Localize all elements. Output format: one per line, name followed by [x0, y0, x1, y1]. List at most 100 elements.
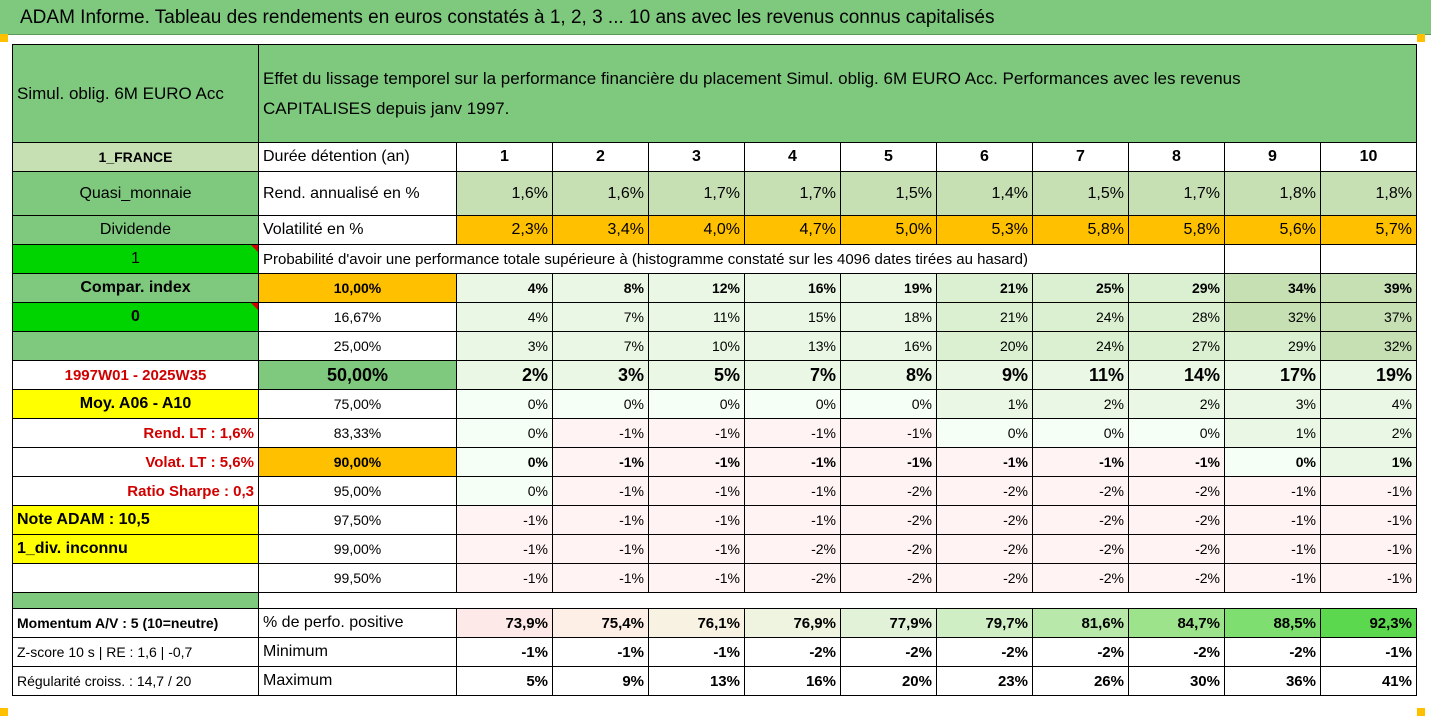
summary-value: 20% — [840, 666, 937, 696]
percentile-value: 2% — [1032, 389, 1129, 419]
percentile-value: 27% — [1128, 331, 1225, 361]
percentile-value: 5% — [648, 360, 745, 390]
percentile-value: 0% — [456, 389, 553, 419]
percentile-value: -1% — [1224, 505, 1321, 535]
table-description: Effet du lissage temporel sur la perform… — [258, 44, 1417, 143]
row-label: % de perfo. positive — [258, 608, 457, 638]
return-value: 1,7% — [1128, 171, 1225, 216]
empty-cell — [1320, 244, 1417, 274]
percentile-row: 25,00% 3% 7% 10% 13% 16% 20% 24% 27% 29% 32% — [12, 331, 1417, 361]
percentile-value: -1% — [840, 447, 937, 477]
percentile-value: 0% — [552, 389, 649, 419]
summary-value: 30% — [1128, 666, 1225, 696]
summary-value: 75,4% — [552, 608, 649, 638]
percentile-value: 2% — [456, 360, 553, 390]
percentile-value: -1% — [1320, 563, 1417, 593]
percentile-value: 16% — [840, 331, 937, 361]
percentile-value: 9% — [936, 360, 1033, 390]
percentile-value: 39% — [1320, 273, 1417, 303]
percentile-value: 0% — [1128, 418, 1225, 448]
percentile-value: -1% — [1128, 447, 1225, 477]
percentile-row: 1997W01 - 2025W35 50,00% 2% 3% 5% 7% 8% 9% 11% 14… — [12, 360, 1417, 390]
header-row: Simul. oblig. 6M EURO Acc Effet du lissa… — [12, 44, 1417, 143]
volatility-value: 4,7% — [744, 215, 841, 245]
percentile-value: -1% — [552, 563, 649, 593]
summary-value: -2% — [744, 637, 841, 667]
percentile-value: -2% — [744, 563, 841, 593]
left-label: 1 — [12, 244, 259, 274]
corner-marker — [0, 34, 8, 42]
percentile-value: -1% — [552, 534, 649, 564]
percentile-value: 0% — [840, 389, 937, 419]
duration-header: 2 — [552, 142, 649, 172]
summary-value: 81,6% — [1032, 608, 1129, 638]
left-label: Quasi_monnaie — [12, 171, 259, 216]
percentile-threshold: 99,00% — [258, 534, 457, 564]
percentile-value: -2% — [1128, 476, 1225, 506]
duration-row: 1_FRANCE Durée détention (an) 1 2 3 4 5 6 7 8 9 10 — [12, 142, 1417, 172]
percentile-value: -1% — [648, 534, 745, 564]
percentile-value: -2% — [1032, 534, 1129, 564]
percentile-value: 4% — [456, 273, 553, 303]
summary-value: 73,9% — [456, 608, 553, 638]
volatility-value: 5,8% — [1032, 215, 1129, 245]
percentile-value: 3% — [1224, 389, 1321, 419]
percentile-value: 37% — [1320, 302, 1417, 332]
left-label: 1_div. inconnu — [12, 534, 259, 564]
percentile-value: 19% — [840, 273, 937, 303]
return-value: 1,5% — [1032, 171, 1129, 216]
percentile-value: 3% — [456, 331, 553, 361]
percentile-value: -1% — [1224, 476, 1321, 506]
percentile-value: -1% — [744, 418, 841, 448]
summary-value: 88,5% — [1224, 608, 1321, 638]
percentile-row: 1_div. inconnu 99,00% -1% -1% -1% -2% -2% -2% -2… — [12, 534, 1417, 564]
summary-value: -2% — [840, 637, 937, 667]
summary-row: Régularité croiss. : 14,7 / 20 Maximum 5% 9… — [12, 666, 1417, 696]
percentile-value: -2% — [1032, 505, 1129, 535]
percentile-row: Volat. LT : 5,6% 90,00% 0% -1% -1% -1% -1% -1% -… — [12, 447, 1417, 477]
percentile-value: -2% — [936, 476, 1033, 506]
volatility-value: 4,0% — [648, 215, 745, 245]
percentile-value: -1% — [1032, 447, 1129, 477]
duration-header: 7 — [1032, 142, 1129, 172]
percentile-threshold: 75,00% — [258, 389, 457, 419]
percentile-value: -2% — [840, 505, 937, 535]
percentile-value: 8% — [552, 273, 649, 303]
percentile-value: -1% — [1224, 563, 1321, 593]
percentile-threshold: 25,00% — [258, 331, 457, 361]
duration-header: 1 — [456, 142, 553, 172]
percentile-value: -1% — [744, 447, 841, 477]
summary-value: 76,1% — [648, 608, 745, 638]
percentile-value: 7% — [552, 302, 649, 332]
percentile-value: 24% — [1032, 331, 1129, 361]
percentile-value: -2% — [1032, 563, 1129, 593]
percentile-value: -2% — [744, 534, 841, 564]
percentile-threshold: 83,33% — [258, 418, 457, 448]
left-label: Ratio Sharpe : 0,3 — [12, 476, 259, 506]
left-label — [12, 331, 259, 361]
return-value: 1,5% — [840, 171, 937, 216]
percentile-value: 1% — [1320, 447, 1417, 477]
spacer-cell — [12, 592, 259, 609]
fund-name: Simul. oblig. 6M EURO Acc — [12, 44, 259, 143]
summary-value: 92,3% — [1320, 608, 1417, 638]
percentile-value: 29% — [1128, 273, 1225, 303]
percentile-threshold: 90,00% — [258, 447, 457, 477]
percentile-value: -2% — [840, 534, 937, 564]
return-value: 1,8% — [1224, 171, 1321, 216]
percentile-value: -1% — [648, 476, 745, 506]
probability-row: 1 Probabilité d'avoir une performance tot… — [12, 244, 1417, 274]
percentile-value: 0% — [456, 447, 553, 477]
return-value: 1,4% — [936, 171, 1033, 216]
percentile-value: -1% — [552, 418, 649, 448]
percentile-threshold: 99,50% — [258, 563, 457, 593]
summary-row: Z-score 10 s | RE : 1,6 | -0,7 Minimum -1%… — [12, 637, 1417, 667]
description-line: CAPITALISES depuis janv 1997. — [263, 98, 510, 118]
duration-header: 9 — [1224, 142, 1321, 172]
duration-header: 5 — [840, 142, 937, 172]
percentile-threshold: 97,50% — [258, 505, 457, 535]
summary-value: -1% — [1320, 637, 1417, 667]
duration-header: 4 — [744, 142, 841, 172]
percentile-value: 19% — [1320, 360, 1417, 390]
percentile-value: 0% — [1032, 418, 1129, 448]
